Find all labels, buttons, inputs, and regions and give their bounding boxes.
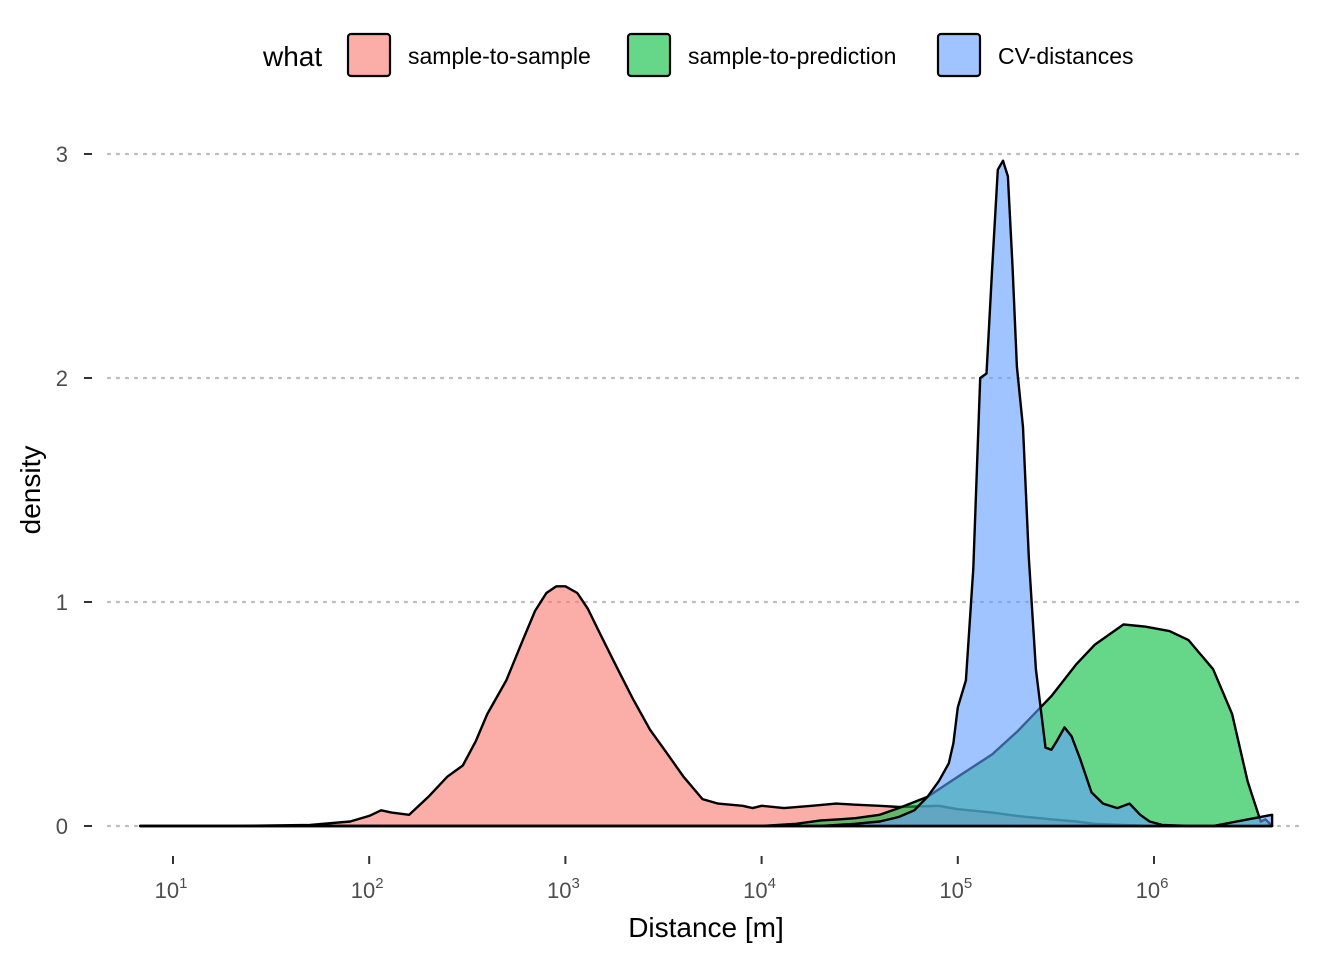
y-axis: 0 1 2 3 [56,142,92,839]
density-area-sample-to-prediction [138,623,1274,828]
density-area-CV-distances [138,159,1274,828]
legend: what sample-to-sample sample-to-predictio… [262,32,1134,78]
y-tick-label-0: 0 [56,814,68,839]
x-axis-label: Distance [m] [628,912,784,943]
y-tick-label-2: 2 [56,366,68,391]
x-axis: 101 102 103 104 105 106 [155,856,1169,903]
density-areas [138,159,1274,828]
x-tick-label-3: 104 [743,875,776,903]
x-tick-label-1: 102 [351,875,384,903]
x-tick-label-0: 101 [155,875,188,903]
legend-label-sample-to-prediction: sample-to-prediction [688,43,896,69]
legend-item-sample-to-sample: sample-to-sample [346,32,591,78]
legend-title: what [262,41,322,72]
legend-item-sample-to-prediction: sample-to-prediction [626,32,896,78]
legend-key-sample-to-sample [346,32,392,78]
legend-label-sample-to-sample: sample-to-sample [408,43,591,69]
y-axis-label: density [15,446,46,535]
x-tick-label-5: 106 [1136,875,1169,903]
legend-label-CV-distances: CV-distances [998,43,1134,69]
legend-item-CV-distances: CV-distances [936,32,1134,78]
legend-key-sample-to-prediction [626,32,672,78]
y-tick-label-1: 1 [56,590,68,615]
x-tick-label-4: 105 [939,875,972,903]
x-tick-label-2: 103 [547,875,580,903]
y-tick-label-3: 3 [56,142,68,167]
legend-key-CV-distances [936,32,982,78]
